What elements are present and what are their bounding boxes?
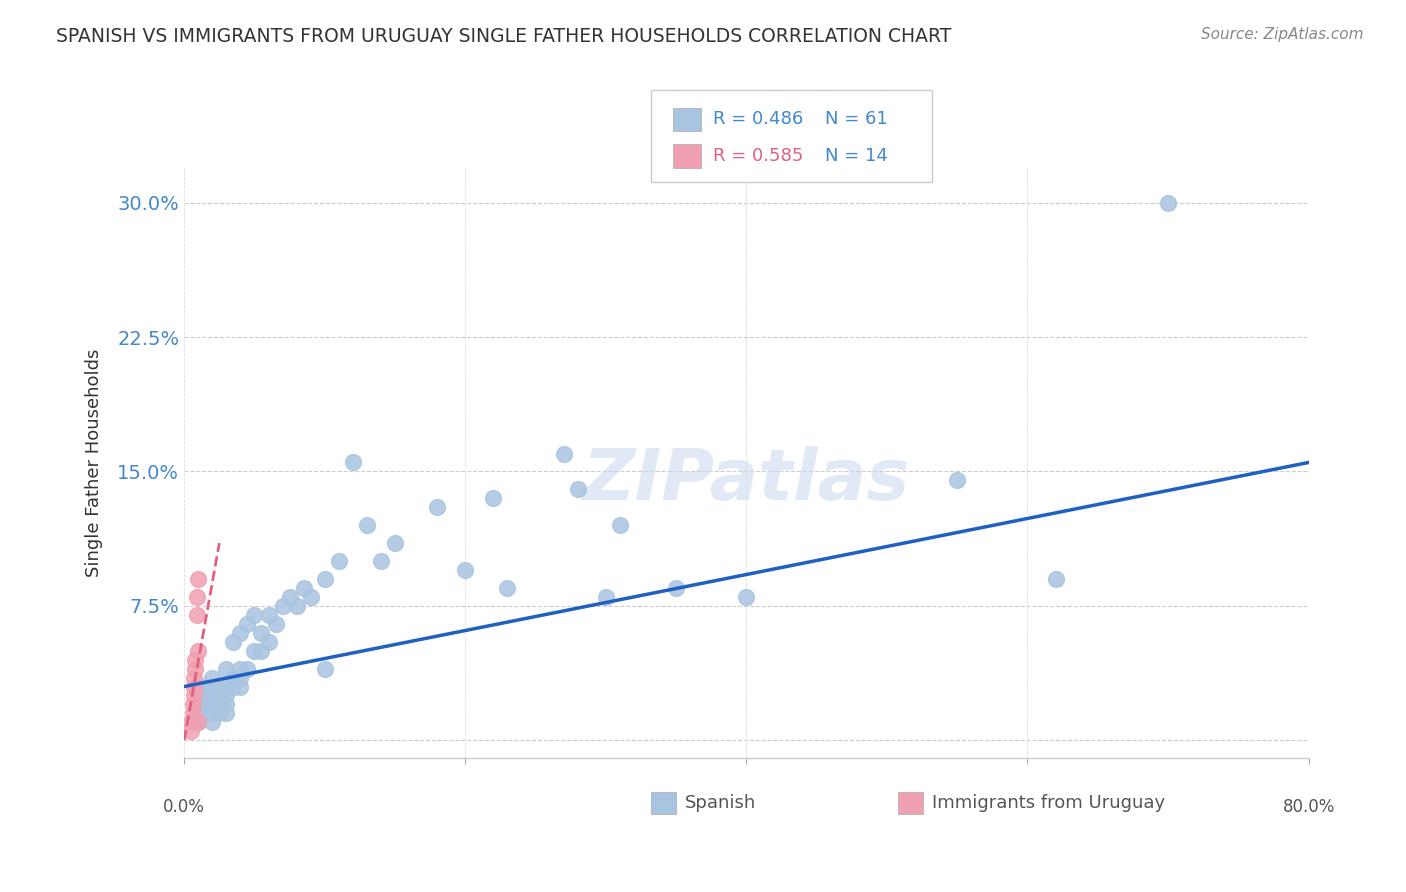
Point	[595, 590, 617, 604]
Point	[356, 518, 378, 533]
Point	[208, 689, 231, 703]
Point	[186, 607, 208, 622]
FancyBboxPatch shape	[673, 108, 702, 131]
Point	[208, 680, 231, 694]
Point	[215, 698, 238, 712]
Point	[496, 581, 519, 595]
Point	[236, 662, 259, 676]
Point	[426, 500, 449, 515]
Point	[665, 581, 688, 595]
Point	[187, 706, 209, 721]
Point	[454, 563, 477, 577]
Point	[180, 715, 202, 730]
Point	[1157, 195, 1180, 210]
Point	[609, 518, 631, 533]
Point	[183, 680, 205, 694]
Point	[187, 643, 209, 657]
Point	[180, 724, 202, 739]
Point	[184, 662, 207, 676]
Point	[250, 643, 273, 657]
Point	[194, 698, 217, 712]
Point	[243, 607, 266, 622]
Point	[735, 590, 758, 604]
Point	[257, 634, 280, 648]
Point	[215, 706, 238, 721]
FancyBboxPatch shape	[673, 145, 702, 168]
Point	[183, 671, 205, 685]
Point	[285, 599, 308, 613]
Text: Source: ZipAtlas.com: Source: ZipAtlas.com	[1201, 27, 1364, 42]
Point	[187, 680, 209, 694]
Point	[194, 689, 217, 703]
Point	[184, 653, 207, 667]
Point	[257, 607, 280, 622]
Point	[299, 590, 322, 604]
Point	[222, 634, 245, 648]
Text: Spanish: Spanish	[685, 794, 756, 812]
Point	[215, 662, 238, 676]
Point	[186, 590, 208, 604]
Text: SPANISH VS IMMIGRANTS FROM URUGUAY SINGLE FATHER HOUSEHOLDS CORRELATION CHART: SPANISH VS IMMIGRANTS FROM URUGUAY SINGL…	[56, 27, 952, 45]
Point	[187, 715, 209, 730]
Point	[370, 554, 392, 568]
Text: 80.0%: 80.0%	[1282, 797, 1334, 815]
Point	[215, 680, 238, 694]
Point	[222, 671, 245, 685]
Point	[567, 483, 589, 497]
Text: N = 61: N = 61	[825, 111, 887, 128]
Point	[215, 689, 238, 703]
Point	[271, 599, 294, 613]
Point	[342, 455, 364, 469]
Point	[201, 715, 224, 730]
Point	[292, 581, 315, 595]
Point	[194, 680, 217, 694]
Point	[314, 662, 336, 676]
Point	[183, 689, 205, 703]
Text: 0.0%: 0.0%	[163, 797, 205, 815]
Point	[946, 474, 969, 488]
Point	[201, 706, 224, 721]
Point	[187, 698, 209, 712]
Point	[229, 671, 252, 685]
Point	[187, 572, 209, 586]
Text: Immigrants from Uruguay: Immigrants from Uruguay	[932, 794, 1166, 812]
Point	[482, 491, 505, 506]
Point	[1045, 572, 1067, 586]
Text: N = 14: N = 14	[825, 147, 889, 165]
FancyBboxPatch shape	[651, 792, 675, 814]
Point	[229, 680, 252, 694]
Point	[553, 446, 575, 460]
Point	[243, 643, 266, 657]
Point	[314, 572, 336, 586]
Point	[187, 715, 209, 730]
Text: ZIPatlas: ZIPatlas	[582, 446, 910, 515]
Text: R = 0.585: R = 0.585	[713, 147, 803, 165]
Point	[236, 616, 259, 631]
Point	[208, 698, 231, 712]
Point	[229, 625, 252, 640]
Point	[384, 536, 406, 550]
Point	[229, 662, 252, 676]
Text: R = 0.486: R = 0.486	[713, 111, 803, 128]
Point	[278, 590, 301, 604]
FancyBboxPatch shape	[898, 792, 922, 814]
Point	[181, 706, 204, 721]
Point	[181, 698, 204, 712]
Point	[222, 680, 245, 694]
Point	[201, 698, 224, 712]
Y-axis label: Single Father Households: Single Father Households	[86, 348, 103, 576]
Point	[250, 625, 273, 640]
Point	[328, 554, 350, 568]
Point	[201, 671, 224, 685]
FancyBboxPatch shape	[651, 90, 932, 181]
Point	[208, 706, 231, 721]
Point	[264, 616, 287, 631]
